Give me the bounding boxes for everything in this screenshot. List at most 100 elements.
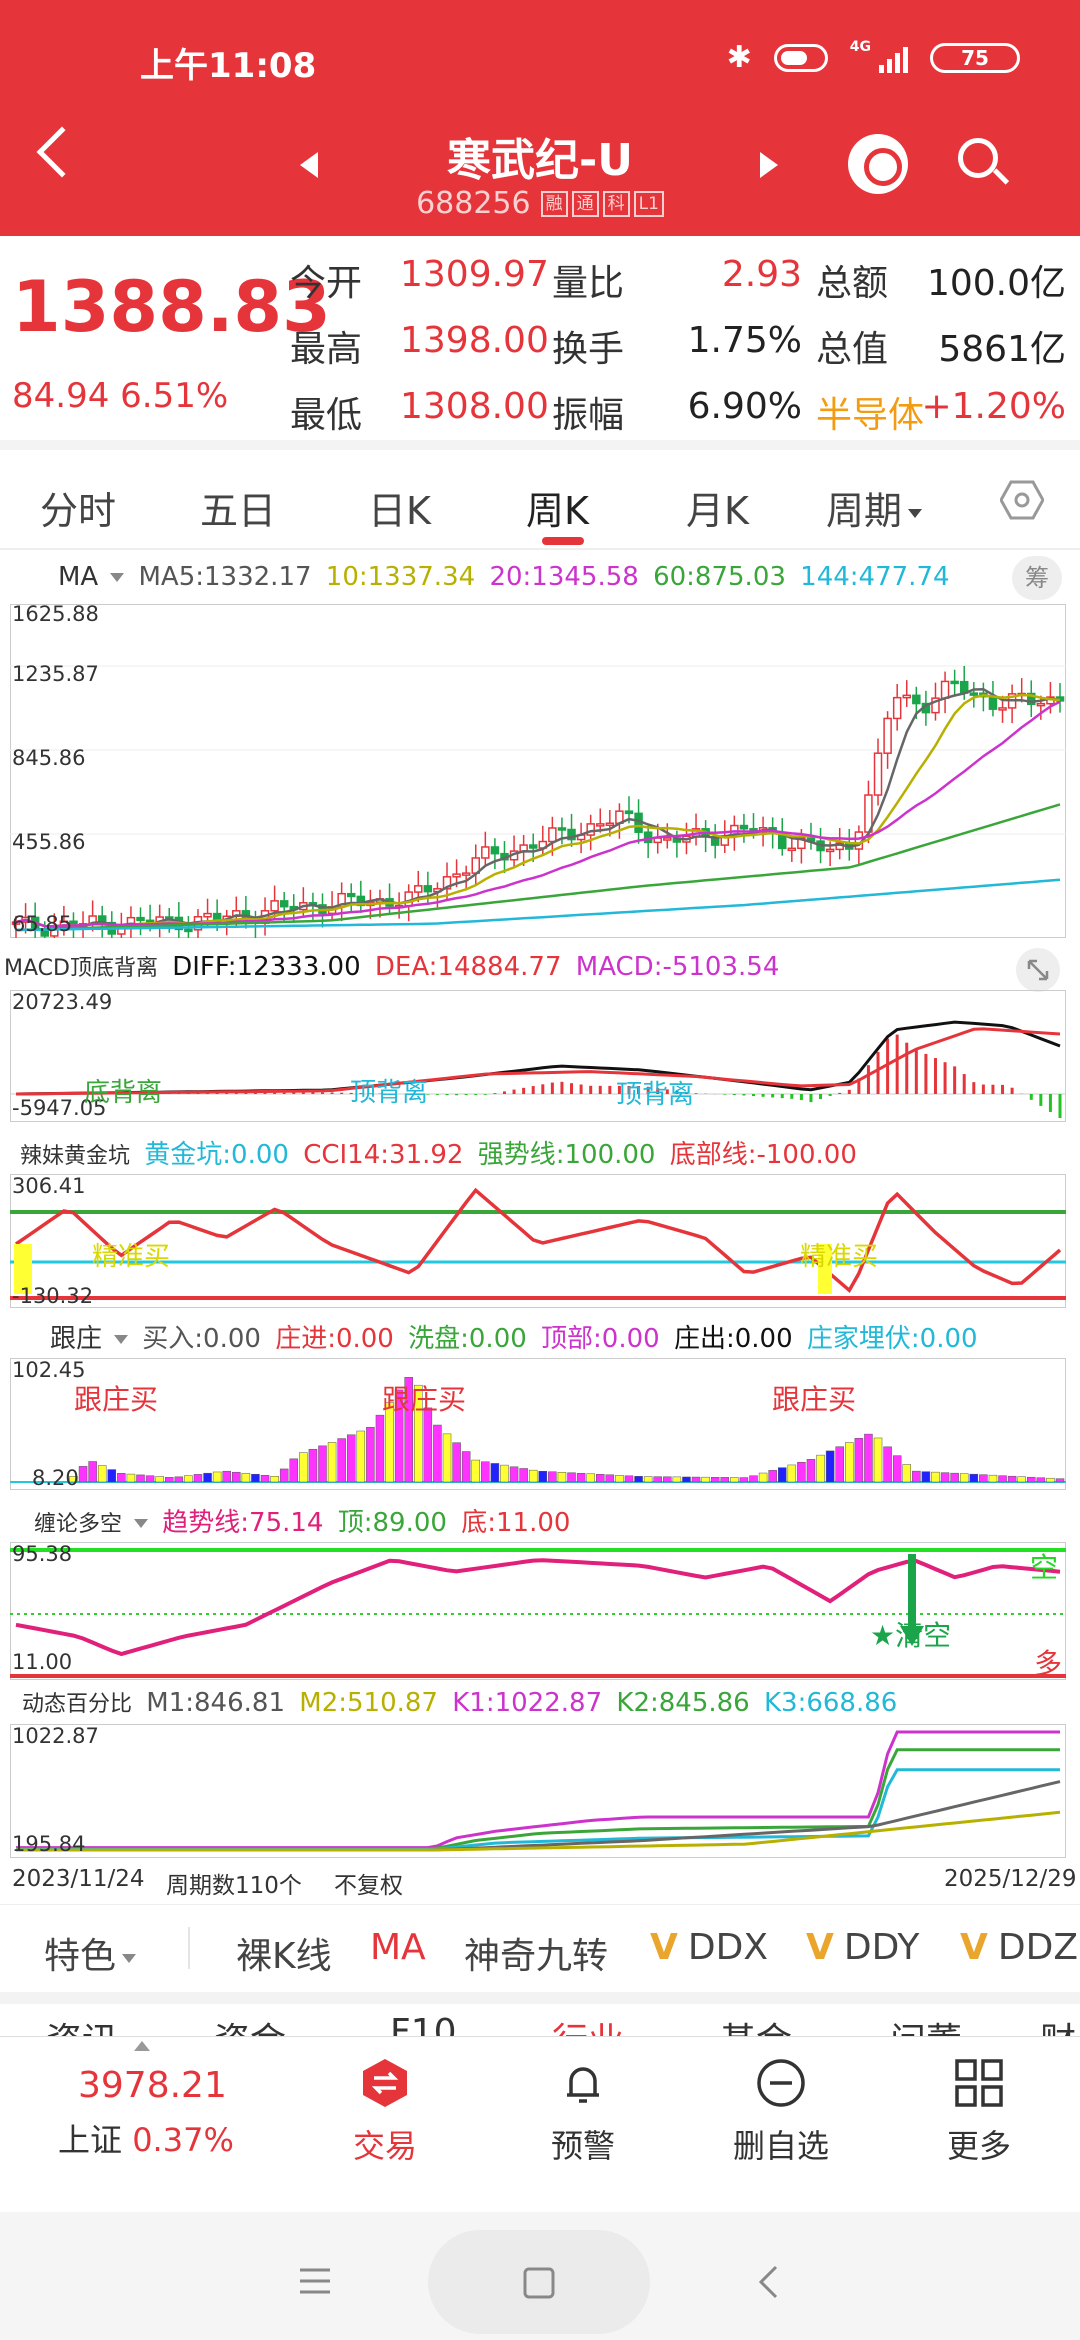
- feature-tese[interactable]: 特色: [44, 1927, 142, 1979]
- chevron-down-icon: [122, 1953, 137, 1963]
- genzhuang-chart[interactable]: [10, 1358, 1066, 1490]
- kline-chart[interactable]: [10, 604, 1066, 938]
- dongtai-chart[interactable]: [10, 1724, 1066, 1858]
- settings-hexagon-icon[interactable]: [1000, 478, 1044, 522]
- nav-remove-watchlist[interactable]: 删自选: [706, 2057, 856, 2167]
- quote-label: 今开: [290, 263, 363, 304]
- chevron-down-icon[interactable]: [134, 1519, 149, 1528]
- genzhuang-name[interactable]: 跟庄: [50, 1324, 103, 1354]
- trade-icon: [363, 2059, 407, 2107]
- chevron-down-icon[interactable]: [114, 1335, 129, 1344]
- macd-name[interactable]: MACD顶底背离: [4, 956, 158, 981]
- tab-fenshi[interactable]: 分时: [40, 489, 117, 533]
- search-icon[interactable]: [958, 138, 1010, 188]
- info-tab[interactable]: 财: [1040, 2012, 1076, 2036]
- status-time: 上午11:08: [140, 46, 317, 86]
- assistant-mascot-icon[interactable]: [848, 134, 908, 194]
- genzhuang-bar: [97, 1465, 107, 1483]
- genzhuang-bar: [442, 1433, 452, 1483]
- stock-name: 寒武纪-U: [447, 135, 633, 186]
- nav-more[interactable]: 更多: [904, 2057, 1054, 2167]
- quote-label: 换手: [552, 329, 625, 370]
- candle-body: [442, 876, 452, 890]
- genzhuang-bar: [806, 1459, 816, 1483]
- nav-alert-label: 预警: [550, 2127, 615, 2165]
- dbx-value: 底部线:-100.00: [669, 1140, 857, 1170]
- expand-icon[interactable]: [1016, 948, 1060, 992]
- candle-body: [988, 695, 998, 710]
- genzhuang-bar: [940, 1472, 950, 1483]
- chanlun-name[interactable]: 缠论多空: [34, 1512, 123, 1537]
- menu-icon[interactable]: [298, 2266, 332, 2296]
- info-tab[interactable]: 基金: [720, 2012, 792, 2036]
- diff-value: DIFF:12333.00: [172, 952, 361, 982]
- signal-arrow-head: [900, 1626, 924, 1646]
- next-stock-icon[interactable]: [760, 152, 778, 178]
- chanlun-chart[interactable]: [10, 1542, 1066, 1680]
- lamei-name[interactable]: 辣妹黄金坑: [20, 1144, 131, 1169]
- info-tab[interactable]: F10: [390, 2012, 457, 2036]
- adjust-mode[interactable]: 不复权: [334, 1873, 403, 1899]
- genzhuang-bar: [596, 1474, 605, 1483]
- info-tab[interactable]: 问董: [890, 2012, 962, 2036]
- genzhuang-bar: [1046, 1477, 1055, 1483]
- chevron-down-icon[interactable]: [110, 573, 125, 582]
- kline-chart-box[interactable]: [10, 604, 1066, 938]
- info-tab[interactable]: 资金: [214, 2012, 286, 2036]
- ma-indicator-name[interactable]: MA: [58, 562, 99, 592]
- sector-link[interactable]: 半导体: [816, 395, 925, 436]
- tab-yuek[interactable]: 月K: [686, 489, 749, 533]
- index-value[interactable]: 3978.21: [78, 2065, 227, 2106]
- axis-label: 65.85: [12, 912, 73, 936]
- candle-body: [481, 846, 490, 859]
- info-tab[interactable]: 行业: [552, 2012, 624, 2036]
- tab-zhouqi[interactable]: 周期: [826, 480, 928, 535]
- divergence-label: 顶背离: [350, 1078, 429, 1108]
- genzhuang-bar: [854, 1438, 864, 1483]
- nav-trade[interactable]: 交易: [310, 2057, 460, 2167]
- tab-wuri[interactable]: 五日: [200, 489, 277, 533]
- macd-value: MACD:-5103.54: [575, 952, 780, 982]
- home-icon[interactable]: [522, 2266, 556, 2300]
- tab-rik[interactable]: 日K: [368, 489, 431, 533]
- macd-chart-box[interactable]: [10, 990, 1066, 1122]
- lamei-chart-box[interactable]: [10, 1174, 1066, 1308]
- candle-body: [184, 928, 193, 933]
- feature-ddz[interactable]: V DDZ: [960, 1927, 1078, 1968]
- genzhuang-bar: [615, 1475, 624, 1483]
- candle-body: [1027, 692, 1036, 706]
- genzhuang-bar: [471, 1459, 480, 1483]
- index-label-row[interactable]: 上证 0.37%: [58, 2115, 234, 2161]
- genzhuang-bar: [375, 1414, 385, 1483]
- feature-ddy[interactable]: V DDY: [806, 1927, 919, 1968]
- candle-body: [414, 885, 423, 893]
- lamei-chart[interactable]: [10, 1174, 1066, 1308]
- dongtai-chart-box[interactable]: [10, 1724, 1066, 1858]
- feature-luok[interactable]: 裸K线: [236, 1936, 332, 1977]
- genzhuang-bar: [653, 1476, 662, 1483]
- axis-label: 195.84: [12, 1832, 86, 1856]
- tab-zhouk[interactable]: 周K: [526, 489, 589, 533]
- home-pill[interactable]: [428, 2230, 650, 2334]
- macd-chart[interactable]: [10, 990, 1066, 1122]
- genzhuang-bar: [289, 1458, 299, 1483]
- genzhuang-bar: [605, 1474, 615, 1483]
- chanlun-chart-box[interactable]: [10, 1542, 1066, 1680]
- genzhuang-chart-box[interactable]: [10, 1358, 1066, 1490]
- nav-alert[interactable]: 预警: [508, 2057, 658, 2167]
- chevron-up-icon[interactable]: [134, 2041, 150, 2051]
- feature-ddx[interactable]: V DDX: [650, 1927, 768, 1968]
- chip-distribution-button[interactable]: 筹: [1012, 556, 1062, 600]
- back-icon[interactable]: [756, 2264, 780, 2300]
- genzhuang-bar: [624, 1475, 634, 1483]
- m1-line: [16, 1780, 1061, 1852]
- feature-jiuzhuan[interactable]: 神奇九转: [464, 1936, 609, 1977]
- dongtai-name[interactable]: 动态百分比: [22, 1692, 133, 1717]
- genzhuang-bar: [873, 1437, 883, 1483]
- genzhuang-bar: [433, 1424, 442, 1483]
- feature-ma[interactable]: MA: [370, 1927, 426, 1968]
- prev-stock-icon[interactable]: [300, 152, 318, 178]
- info-tab[interactable]: 资讯: [46, 2012, 118, 2036]
- candle-body: [825, 848, 835, 853]
- genzhuang-bar: [1017, 1476, 1026, 1483]
